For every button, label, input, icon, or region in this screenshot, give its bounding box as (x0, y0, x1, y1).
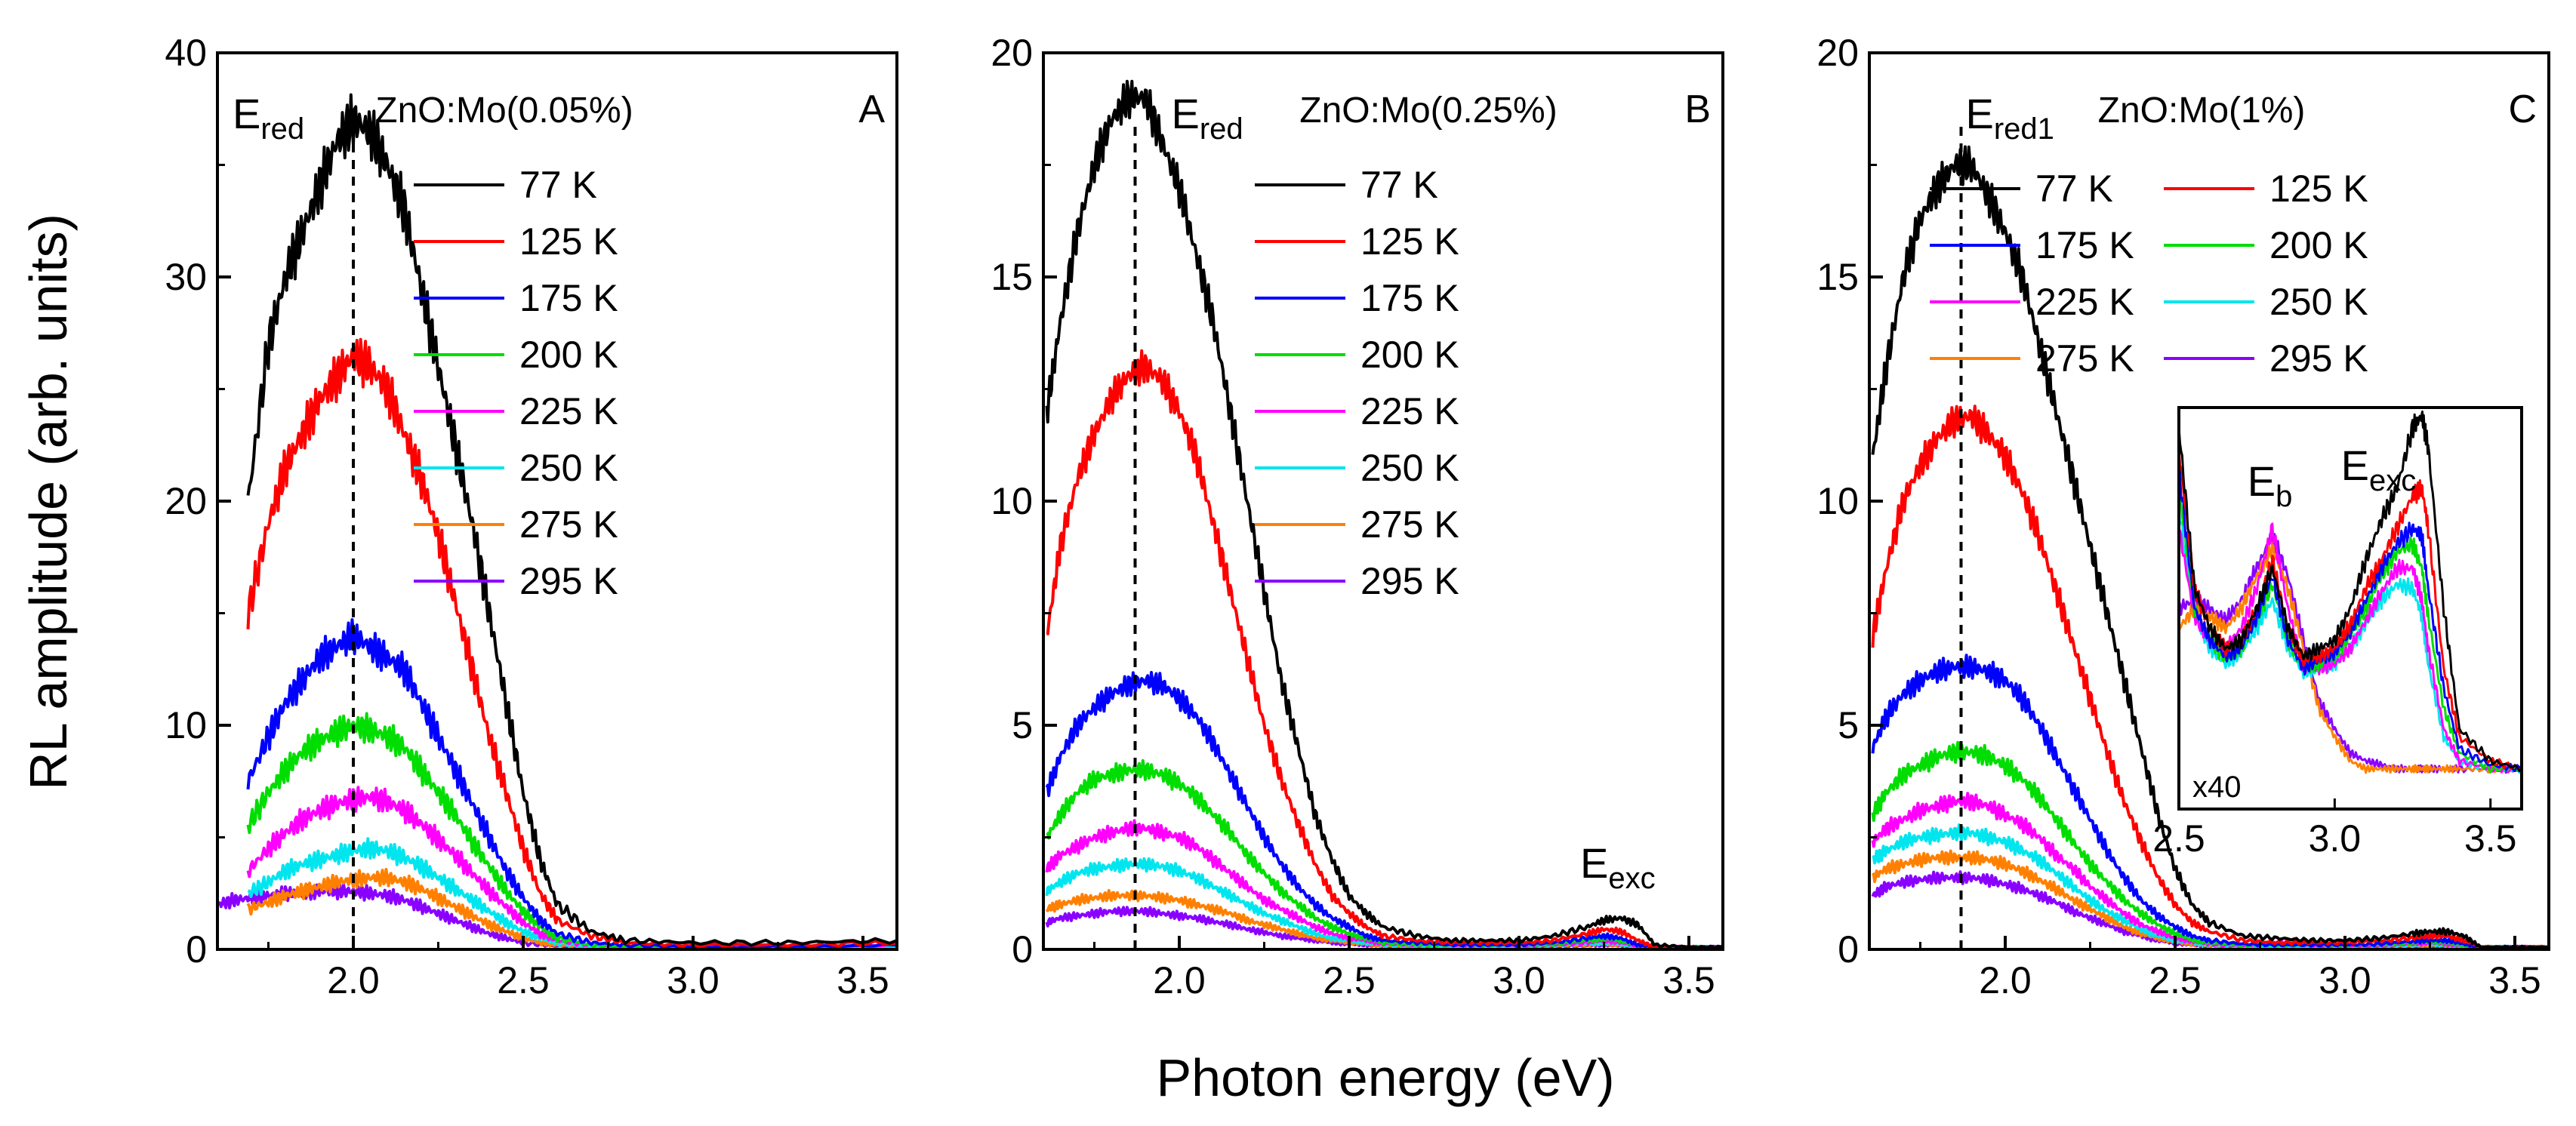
inset-plot: 2.5 3.0 3.5 x40 Eb Eexc (2152, 406, 2523, 860)
series-line-200k (246, 712, 897, 949)
x-tick-label: 2.5 (2149, 959, 2202, 1001)
series-line-125k (246, 337, 897, 949)
inset-frame (2177, 406, 2523, 811)
series-line-175k (246, 618, 897, 949)
y-tick-label: 40 (165, 32, 207, 74)
series-line-77k (246, 93, 897, 947)
annotation-label: Eexc (1580, 839, 1656, 895)
x-tick-label: 3.0 (667, 959, 719, 1001)
x-tick-label: 2.0 (1153, 959, 1206, 1001)
inset-x-tick-label: 3.5 (2464, 817, 2517, 860)
legend-label: 250 K (1360, 447, 1459, 489)
legend-label: 175 K (2035, 224, 2134, 266)
legend-label: 125 K (1360, 220, 1459, 263)
y-tick-label: 20 (165, 480, 207, 522)
legend-label: 175 K (1360, 277, 1459, 319)
inset-series-line-77k (2179, 410, 2522, 773)
series-line-77k (1871, 145, 2549, 949)
y-tick-label: 15 (1816, 256, 1859, 298)
peak-marker-label: Ered1 (1966, 90, 2054, 146)
x-tick-label: 3.0 (1493, 959, 1545, 1001)
x-tick-label: 3.5 (2488, 959, 2541, 1001)
inset-annotation-label: Eb (2248, 457, 2293, 513)
legend-label: 295 K (2269, 337, 2368, 380)
legend: 77 K 125 K 175 K 200 K 225 K 250 K 275 K 295 K (1930, 168, 2368, 380)
y-tick-label: 0 (1012, 928, 1033, 971)
y-tick-label: 30 (165, 256, 207, 298)
peak-marker-label: Ered (233, 90, 304, 146)
legend-label: 175 K (519, 277, 618, 319)
series-group (217, 93, 897, 949)
panel-sample-title: ZnO:Mo(0.25%) (1299, 91, 1557, 131)
legend-label: 125 K (2269, 168, 2368, 210)
legend-label: 77 K (519, 164, 597, 206)
y-tick-label: 15 (991, 256, 1033, 298)
legend-label: 200 K (2269, 224, 2368, 266)
legend-label: 275 K (2035, 337, 2134, 380)
x-tick-label: 2.0 (327, 959, 380, 1001)
series-line-225k (246, 786, 897, 949)
y-tick-label: 5 (1012, 704, 1033, 746)
legend-label: 275 K (1360, 503, 1459, 546)
x-tick-label: 3.5 (837, 959, 889, 1001)
panel-letter: A (858, 88, 885, 131)
y-tick-label: 10 (165, 704, 207, 746)
panel-sample-title: ZnO:Mo(0.05%) (375, 91, 633, 131)
x-axis-title: Photon energy (eV) (1156, 1048, 1614, 1107)
panel-c: Ered1 2.0 2.5 3.0 3.5 0 5 10 15 20 ZnO:Mo(1%) C 77 K… (1816, 32, 2550, 1001)
inset-x-tick-label: 3.0 (2309, 817, 2362, 860)
legend-label: 77 K (2035, 168, 2113, 210)
series-line-125k (1046, 349, 1723, 949)
legend-label: 77 K (1360, 164, 1438, 206)
legend: 77 K 125 K 175 K 200 K 225 K 250 K 275 K 295 K (414, 164, 618, 602)
panels: Ered 2.0 2.5 3.0 3.5 0 10 20 30 40 ZnO:Mo(0.05%) A 7… (165, 32, 2550, 1001)
x-tick-label: 2.5 (1323, 959, 1376, 1001)
panel-letter: B (1684, 88, 1711, 131)
legend-label: 225 K (2035, 281, 2134, 323)
legend-label: 125 K (519, 220, 618, 263)
legend-label: 295 K (1360, 560, 1459, 602)
y-axis-title: RL amplitude (arb. units) (19, 214, 78, 790)
legend-label: 200 K (1360, 334, 1459, 376)
y-tick-label: 5 (1838, 704, 1859, 746)
series-line-175k (1045, 671, 1723, 949)
legend-label: 250 K (2269, 281, 2368, 323)
inset-scale-label: x40 (2192, 771, 2242, 804)
series-line-77k (1045, 79, 1723, 949)
x-tick-label: 3.5 (1662, 959, 1715, 1001)
y-tick-label: 20 (991, 32, 1033, 74)
x-tick-label: 2.5 (497, 959, 550, 1001)
y-tick-label: 0 (1838, 928, 1859, 971)
inset-series-line-275k (2179, 541, 2522, 774)
inset-series-line-295k (2179, 533, 2522, 774)
panel-sample-title: ZnO:Mo(1%) (2098, 91, 2306, 131)
series-line-250k (247, 837, 897, 949)
legend-label: 200 K (519, 334, 618, 376)
legend-label: 275 K (519, 503, 618, 546)
y-tick-label: 10 (1816, 480, 1859, 522)
y-tick-label: 0 (186, 928, 207, 971)
panel-letter: C (2508, 88, 2537, 131)
y-tick-label: 20 (1816, 32, 1859, 74)
x-tick-label: 3.0 (2319, 959, 2371, 1001)
legend-label: 225 K (519, 390, 618, 432)
peak-marker-label: Ered (1172, 90, 1243, 146)
legend-label: 225 K (1360, 390, 1459, 432)
series-line-175k (1871, 654, 2549, 949)
y-tick-label: 10 (991, 480, 1033, 522)
inset-annotation-label: Eexc (2341, 441, 2417, 497)
x-tick-label: 2.0 (1979, 959, 2032, 1001)
panel-a: Ered 2.0 2.5 3.0 3.5 0 10 20 30 40 ZnO:Mo(0.05%) A 7… (165, 32, 898, 1001)
legend-label: 250 K (519, 447, 618, 489)
inset-series-group (2179, 410, 2522, 774)
panel-b: Ered Eexc 2.0 2.5 3.0 3.5 0 5 10 15 20 ZnO:Mo(0.25%… (991, 32, 1724, 1001)
legend: 77 K 125 K 175 K 200 K 225 K 250 K 275 K 295 K (1255, 164, 1459, 602)
inset-x-tick-label: 2.5 (2152, 817, 2205, 860)
legend-label: 295 K (519, 560, 618, 602)
